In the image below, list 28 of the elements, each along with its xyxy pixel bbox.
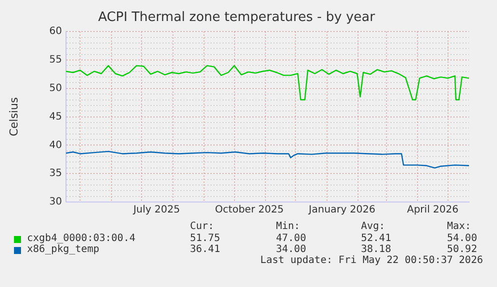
y-tick-label: 35 bbox=[49, 168, 62, 180]
y-tick-label: 30 bbox=[49, 196, 62, 208]
text: Avg: bbox=[361, 221, 386, 232]
y-tick-label: 60 bbox=[49, 26, 62, 38]
text: Cur: bbox=[190, 221, 214, 232]
x-tick-label: July 2025 bbox=[132, 204, 180, 216]
chart-title: ACPI Thermal zone temperatures - by year bbox=[98, 10, 376, 26]
text: 34.00 bbox=[276, 244, 306, 255]
x-tick-label: January 2026 bbox=[308, 204, 376, 216]
text: 38.18 bbox=[361, 244, 392, 255]
text: 54.00 bbox=[447, 233, 478, 244]
text: 47.00 bbox=[276, 233, 306, 244]
y-tick-label: 55 bbox=[49, 54, 62, 66]
text: 36.41 bbox=[190, 244, 220, 255]
y-tick-label: 45 bbox=[49, 111, 62, 122]
x-tick-label: October 2025 bbox=[215, 204, 284, 216]
y-tick-label: 40 bbox=[49, 140, 62, 151]
text: 51.75 bbox=[190, 233, 220, 244]
text: Max: bbox=[447, 221, 472, 232]
legend-label: cxgb4_0000:03:00.4 bbox=[27, 233, 136, 244]
text: 52.41 bbox=[361, 233, 392, 244]
y-axis-title: Celsius bbox=[7, 97, 20, 136]
text: Min: bbox=[276, 221, 300, 232]
y-tick-label: 50 bbox=[49, 82, 62, 94]
legend-label: x86_pkg_temp bbox=[27, 244, 100, 255]
x-tick-label: April 2026 bbox=[406, 204, 458, 216]
text: 50.92 bbox=[447, 244, 478, 255]
text: Last update: Fri May 22 00:50:37 2026 bbox=[260, 255, 483, 266]
